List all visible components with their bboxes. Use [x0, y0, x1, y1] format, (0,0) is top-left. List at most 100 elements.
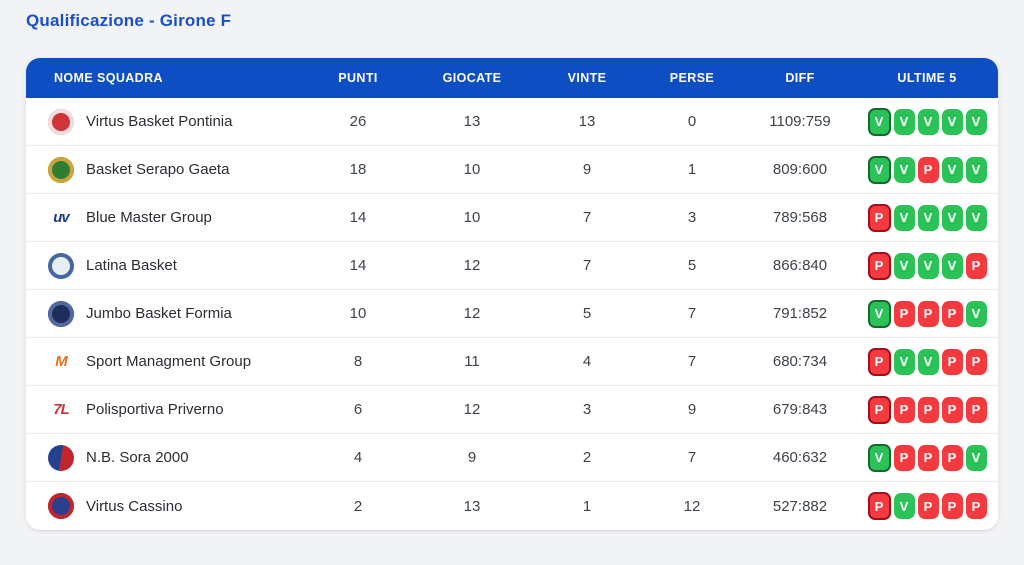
- team-name: Polisportiva Priverno: [86, 401, 224, 418]
- team-name: Blue Master Group: [86, 209, 212, 226]
- points-value: 26: [349, 113, 367, 130]
- loss-badge: P: [941, 493, 963, 519]
- team-logo-icon: [48, 300, 74, 327]
- win-badge: V: [867, 443, 891, 472]
- win-badge: V: [965, 156, 987, 183]
- column-header-diff: DIFF: [785, 71, 815, 85]
- table-row[interactable]: Jumbo Basket Formia 10 12 5 7 791:852 V P P P V: [26, 290, 998, 338]
- diff-value: 789:568: [772, 209, 828, 226]
- lost-value: 7: [687, 449, 697, 466]
- diff-value: 1109:759: [769, 113, 831, 130]
- table-body: Virtus Basket Pontinia 26 13 13 0 1109:759 V V V…: [26, 98, 998, 530]
- played-value: 10: [463, 161, 481, 178]
- loss-badge: P: [893, 444, 915, 471]
- table-row[interactable]: uv Blue Master Group 14 10 7 3 789:568 P V V V V: [26, 194, 998, 242]
- column-header-last5: ULTIME 5: [897, 71, 957, 85]
- diff-value: 809:600: [772, 161, 828, 178]
- win-badge: V: [941, 108, 963, 135]
- team-name: Latina Basket: [86, 257, 177, 274]
- win-badge: V: [893, 493, 915, 519]
- diff-value: 679:843: [772, 401, 828, 418]
- points-value: 8: [353, 353, 363, 370]
- loss-badge: P: [917, 493, 939, 519]
- table-row[interactable]: 7L Polisportiva Priverno 6 12 3 9 679:843 P P P P P: [26, 386, 998, 434]
- table-row[interactable]: N.B. Sora 2000 4 9 2 7 460:632 V P P P V: [26, 434, 998, 482]
- team-name: Virtus Cassino: [86, 497, 183, 515]
- lost-value: 3: [687, 209, 697, 226]
- column-header-lost: PERSE: [669, 71, 715, 85]
- team-logo-icon: [48, 108, 74, 135]
- win-badge: V: [941, 156, 963, 183]
- table-header-row: NOME SQUADRA PUNTI GIOCATE VINTE PERSE D…: [26, 58, 998, 98]
- standings-table: NOME SQUADRA PUNTI GIOCATE VINTE PERSE D…: [26, 58, 998, 530]
- won-value: 9: [582, 161, 592, 178]
- table-row[interactable]: M Sport Managment Group 8 11 4 7 680:734 P V V P P: [26, 338, 998, 386]
- win-badge: V: [893, 204, 915, 231]
- loss-badge: P: [893, 396, 915, 423]
- team-logo-icon: [48, 252, 74, 279]
- points-value: 14: [349, 257, 367, 274]
- win-badge: V: [917, 252, 939, 279]
- loss-badge: P: [917, 396, 939, 423]
- win-badge: V: [965, 444, 987, 471]
- team-name: Jumbo Basket Formia: [86, 305, 232, 322]
- loss-badge: P: [965, 348, 987, 375]
- won-value: 2: [582, 449, 592, 466]
- loss-badge: P: [941, 348, 963, 375]
- team-cell: uv Blue Master Group: [26, 205, 306, 231]
- loss-badge: P: [867, 347, 891, 376]
- win-badge: V: [867, 107, 891, 136]
- table-row[interactable]: Latina Basket 14 12 7 5 866:840 P V V V P: [26, 242, 998, 290]
- won-value: 5: [582, 305, 592, 322]
- team-logo-icon: M: [55, 353, 68, 370]
- team-cell: N.B. Sora 2000: [26, 444, 306, 471]
- won-value: 4: [582, 353, 592, 370]
- table-row[interactable]: Virtus Basket Pontinia 26 13 13 0 1109:759 V V V…: [26, 98, 998, 146]
- team-cell: Latina Basket: [26, 252, 306, 279]
- played-value: 12: [463, 305, 481, 322]
- team-name: Basket Serapo Gaeta: [86, 161, 230, 178]
- loss-badge: P: [867, 203, 891, 232]
- loss-badge: P: [867, 395, 891, 424]
- won-value: 7: [582, 209, 592, 226]
- team-logo-icon: [48, 493, 74, 519]
- played-value: 12: [463, 401, 481, 418]
- table-row[interactable]: Virtus Cassino 2 13 1 12 527:882 P V P P P: [26, 482, 998, 530]
- team-name: N.B. Sora 2000: [86, 449, 189, 466]
- column-header-won: VINTE: [567, 71, 607, 85]
- loss-badge: P: [917, 156, 939, 183]
- team-name: Virtus Basket Pontinia: [86, 113, 233, 130]
- diff-value: 791:852: [772, 305, 828, 322]
- loss-badge: P: [941, 396, 963, 423]
- won-value: 7: [582, 257, 592, 274]
- lost-value: 0: [687, 113, 697, 130]
- loss-badge: P: [941, 444, 963, 471]
- column-header-team: NOME SQUADRA: [54, 71, 163, 85]
- win-badge: V: [965, 300, 987, 327]
- win-badge: V: [917, 204, 939, 231]
- diff-value: 866:840: [772, 257, 828, 274]
- won-value: 1: [582, 497, 592, 515]
- team-cell: Basket Serapo Gaeta: [26, 156, 306, 183]
- loss-badge: P: [867, 251, 891, 280]
- win-badge: V: [893, 252, 915, 279]
- loss-badge: P: [893, 300, 915, 327]
- played-value: 9: [467, 449, 477, 466]
- table-row[interactable]: Basket Serapo Gaeta 18 10 9 1 809:600 V V P V V: [26, 146, 998, 194]
- team-name: Sport Managment Group: [86, 353, 252, 370]
- points-value: 2: [353, 497, 363, 515]
- played-value: 13: [463, 113, 481, 130]
- column-header-points: PUNTI: [338, 71, 378, 85]
- points-value: 14: [349, 209, 367, 226]
- loss-badge: P: [965, 252, 987, 279]
- loss-badge: P: [917, 444, 939, 471]
- lost-value: 7: [687, 353, 697, 370]
